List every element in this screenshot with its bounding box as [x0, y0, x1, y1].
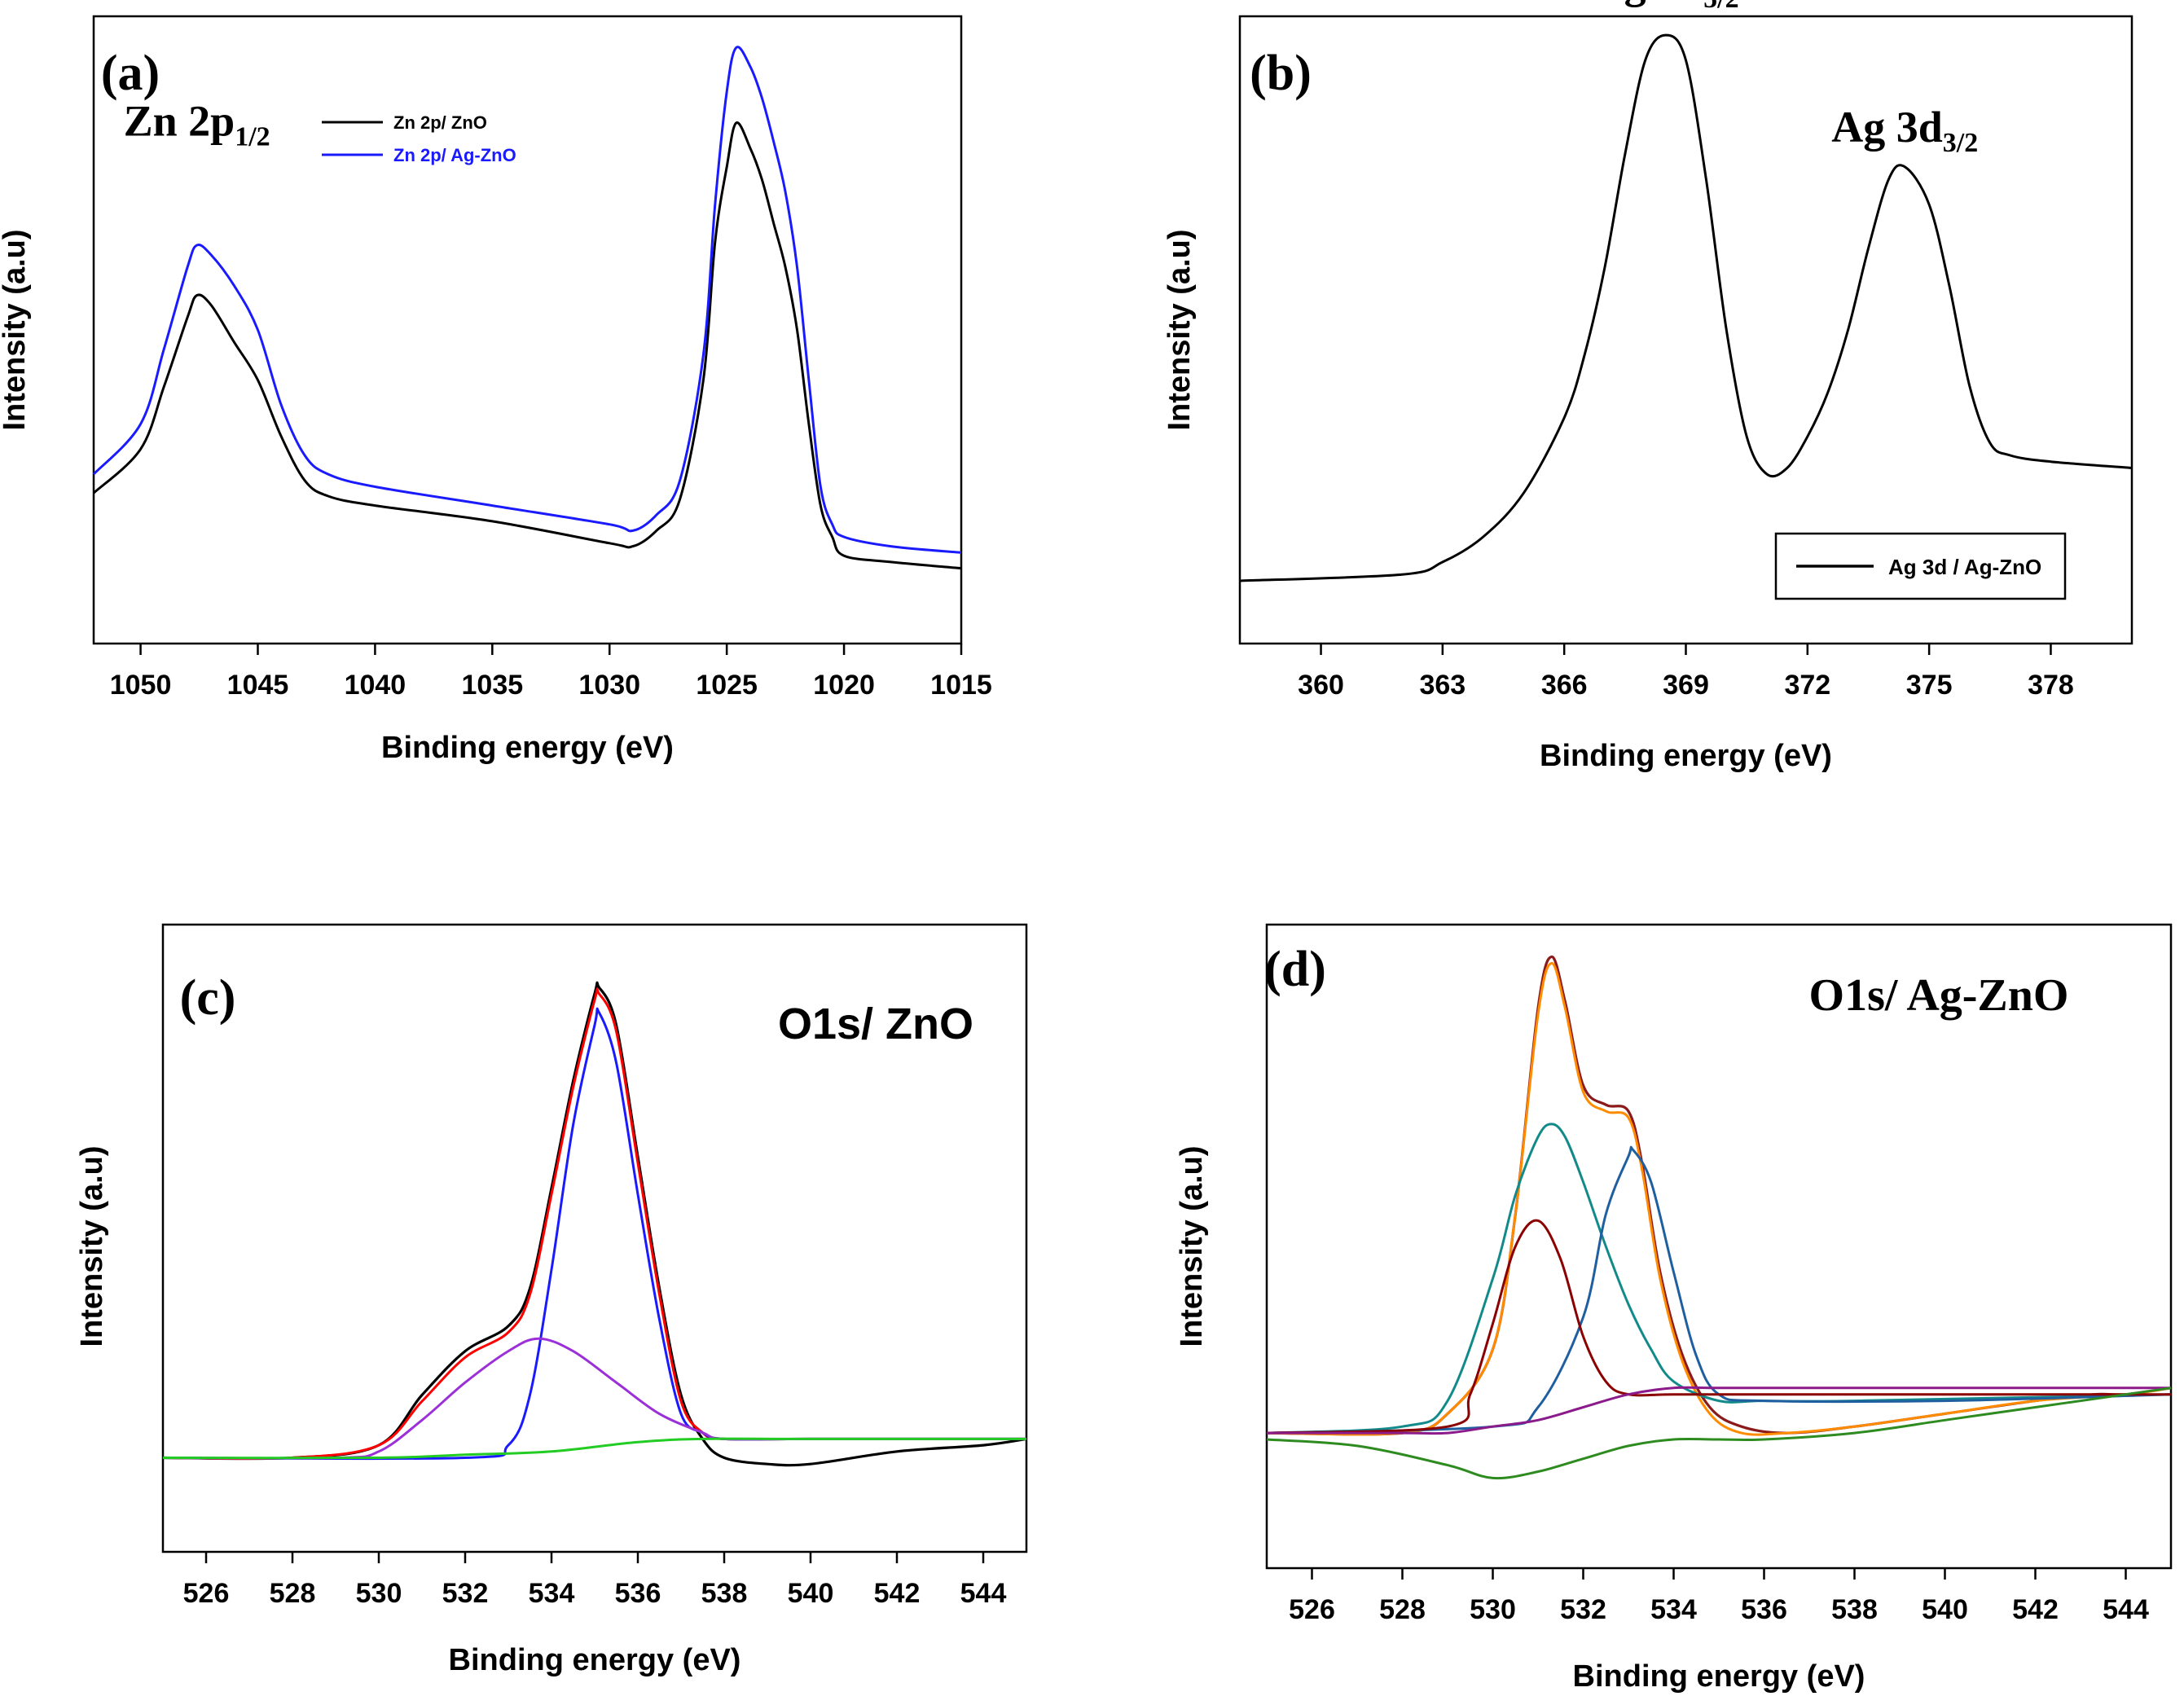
x-tick-label: 536: [1741, 1594, 1787, 1625]
panel-a: 1050 1045 1040 1035 1030 1025 1020 1015 Binding …: [0, 0, 992, 765]
x-tick-label: 532: [1560, 1594, 1606, 1625]
panel-b: 360 363 366 369 372 375 378 Binding energy (eV)…: [1162, 0, 2133, 773]
series-line-zn-2p-ag-zno: [92, 46, 962, 554]
x-tick-label: 532: [442, 1578, 489, 1609]
peak-label-subscript: 3/2: [1943, 128, 1978, 158]
x-tick-label: 528: [270, 1578, 316, 1609]
x-tick-label: 530: [356, 1578, 402, 1609]
x-tick-label: 1035: [462, 670, 524, 701]
x-tick-label: 534: [1650, 1594, 1697, 1625]
series-line-component-broad: [1267, 1386, 2171, 1435]
panel-label: (d): [1264, 942, 1326, 997]
series-line-component-531-2-ev: [1266, 1123, 2172, 1435]
y-axis-title: Intensity (a.u): [1162, 229, 1197, 430]
series-line-component-533-7-ev: [162, 1337, 1026, 1460]
panel-label: (a): [101, 46, 160, 101]
x-tick-label: 372: [1784, 670, 1830, 701]
x-tick-label: 538: [1831, 1594, 1878, 1625]
series-line-component-531-0-ev: [1266, 1219, 2171, 1435]
peak-label: Zn 2p1/2: [124, 96, 270, 152]
plot-frame: [161, 923, 1028, 1553]
series-line-background: [1266, 1386, 2172, 1480]
x-tick-label: 360: [1298, 670, 1344, 701]
peak-label: Ag 3d3/2: [1831, 103, 1978, 158]
series-line-envelope: [1266, 961, 2172, 1436]
x-tick-label: 1020: [813, 670, 875, 701]
x-axis-title: Binding energy (eV): [1573, 1659, 1865, 1694]
legend-label: Zn 2p/ ZnO: [393, 112, 487, 133]
x-tick-label: 1030: [578, 670, 640, 701]
x-tick-label: 1040: [345, 670, 406, 701]
peak-label-subscript: 5/2: [1703, 0, 1738, 14]
series-line-ag-3d-ag-zno: [1239, 33, 2133, 582]
x-tick-label: 530: [1470, 1594, 1516, 1625]
x-tick-label: 540: [1922, 1594, 1968, 1625]
x-tick-label: 363: [1419, 670, 1466, 701]
x-tick-label: 538: [701, 1578, 748, 1609]
peak-label-main: Ag 3d: [1593, 0, 1704, 7]
x-tick-label: 526: [1289, 1594, 1335, 1625]
x-tick-label: 375: [1906, 670, 1953, 701]
panel-label: (b): [1250, 46, 1312, 101]
series-line-component-533-1-ev: [1266, 1145, 2172, 1435]
panel-c: 526 528 530 532 534 536 538 540 542 544 Binding en…: [75, 923, 1028, 1677]
plot-frame: [1265, 923, 2173, 1570]
series-line-zn-2p-zno: [92, 121, 962, 570]
peak-label-main: Zn 2p: [124, 96, 235, 145]
peak-label-subscript: 3/2: [769, 0, 804, 2]
panel-d: 526 528 530 532 534 536 538 540 542 544 Binding en…: [1175, 923, 2173, 1694]
x-tick-label: 526: [183, 1578, 230, 1609]
x-tick-label: 528: [1379, 1594, 1426, 1625]
x-tick-label: 542: [874, 1578, 921, 1609]
x-axis-title: Binding energy (eV): [381, 731, 674, 765]
x-tick-label: 540: [788, 1578, 834, 1609]
x-tick-label: 544: [960, 1578, 1007, 1609]
x-tick-label: 366: [1541, 670, 1588, 701]
series-line-component-535-1-ev: [162, 1007, 1026, 1461]
y-axis-title: Intensity (a.u): [75, 1145, 109, 1347]
x-tick-label: 536: [615, 1578, 661, 1609]
x-axis-title: Binding energy (eV): [1540, 739, 1832, 773]
x-axis-title: Binding energy (eV): [449, 1643, 741, 1677]
plot-frame: [92, 15, 963, 645]
series-line-background: [162, 1437, 1026, 1460]
x-tick-label: 542: [2012, 1594, 2059, 1625]
peak-label: Zn 2p3/2: [658, 0, 805, 2]
panel-title: O1s/ ZnO: [778, 1000, 973, 1048]
panel-label: (c): [180, 970, 236, 1026]
x-tick-label: 534: [529, 1578, 575, 1609]
series-line-envelope: [162, 987, 1026, 1461]
panel-title: O1s/ Ag-ZnO: [1809, 970, 2069, 1021]
x-tick-label: 1045: [227, 670, 289, 701]
x-tick-label: 369: [1663, 670, 1709, 701]
peak-label-subscript: 1/2: [235, 121, 270, 152]
peak-label: Ag 3d5/2: [1593, 0, 1739, 14]
peak-label-main: Ag 3d: [1831, 103, 1943, 152]
x-tick-label: 1025: [696, 670, 758, 701]
series-line-raw: [1266, 955, 2172, 1436]
x-tick-label: 378: [2028, 670, 2074, 701]
x-tick-label: 1015: [930, 670, 992, 701]
x-tick-label: 544: [2103, 1594, 2149, 1625]
legend-label: Ag 3d / Ag-ZnO: [1888, 555, 2041, 579]
y-axis-title: Intensity (a.u): [0, 229, 32, 430]
x-tick-label: 1050: [110, 670, 172, 701]
y-axis-title: Intensity (a.u): [1175, 1145, 1209, 1347]
series-line-raw: [162, 981, 1027, 1467]
legend-label: Zn 2p/ Ag-ZnO: [393, 145, 516, 165]
